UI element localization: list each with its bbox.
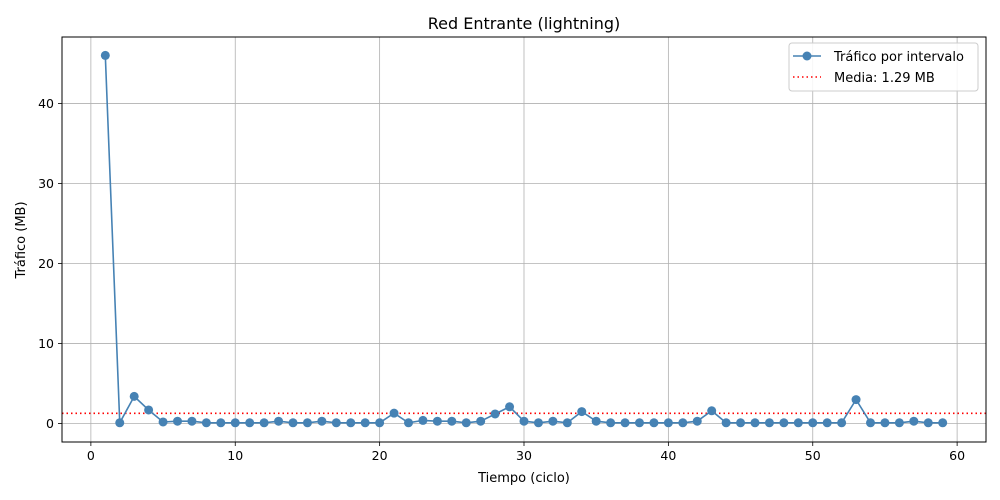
data-point: [750, 418, 760, 428]
data-point: [447, 416, 457, 426]
data-point: [620, 418, 630, 428]
data-point: [692, 416, 702, 426]
data-point: [909, 416, 919, 426]
data-point: [663, 418, 673, 428]
data-point: [519, 416, 529, 426]
data-point: [187, 416, 197, 426]
data-point: [591, 416, 601, 426]
y-axis-label: Tráfico (MB): [14, 201, 29, 279]
legend-mean-label: Media: 1.29 MB: [834, 71, 935, 86]
data-point: [144, 405, 154, 415]
data-point: [288, 418, 298, 428]
data-point: [317, 416, 327, 426]
data-point: [938, 418, 948, 428]
legend-series-marker: [802, 51, 812, 61]
data-point: [764, 418, 774, 428]
y-tick-label: 0: [46, 416, 54, 431]
data-point: [577, 407, 587, 417]
data-point: [201, 418, 211, 428]
legend-box: [788, 42, 979, 92]
data-point: [851, 395, 861, 405]
data-point: [707, 406, 717, 416]
data-point: [346, 418, 356, 428]
data-point: [100, 50, 110, 60]
data-point: [866, 418, 875, 428]
data-point: [505, 402, 515, 412]
data-point: [562, 418, 572, 428]
x-tick-label: 20: [372, 448, 388, 463]
data-point: [404, 418, 413, 428]
x-axis-ticks: 0 10 20 30 40 50 60: [87, 442, 965, 463]
x-tick-label: 60: [949, 448, 965, 463]
legend: Tráfico por intervalo Media: 1.29 MB: [788, 42, 979, 92]
data-point: [923, 418, 933, 428]
data-point: [476, 416, 486, 426]
data-point: [822, 418, 832, 428]
x-tick-label: 0: [87, 448, 95, 463]
data-point: [606, 418, 616, 428]
data-point: [389, 408, 399, 418]
x-axis-label: Tiempo (ciclo): [477, 471, 570, 486]
data-point: [649, 418, 659, 428]
data-point: [880, 418, 890, 428]
data-point: [490, 409, 500, 419]
data-point: [173, 416, 182, 426]
x-tick-label: 10: [227, 448, 243, 463]
y-tick-label: 10: [38, 336, 54, 351]
data-point: [779, 418, 789, 428]
data-point: [274, 416, 284, 426]
series-group: [100, 50, 948, 428]
data-point: [533, 418, 543, 428]
y-axis-ticks: 0 10 20 30 40: [38, 96, 62, 431]
data-point: [230, 418, 240, 428]
chart-title: Red Entrante (lightning): [428, 14, 621, 33]
data-point: [259, 418, 269, 428]
data-point: [894, 418, 904, 428]
data-point: [245, 418, 255, 428]
data-point: [635, 418, 644, 428]
data-point: [375, 418, 385, 428]
data-point: [808, 418, 818, 428]
y-tick-label: 40: [38, 96, 54, 111]
y-tick-label: 20: [38, 256, 54, 271]
x-tick-label: 30: [516, 448, 532, 463]
data-point: [793, 418, 803, 428]
data-point: [678, 418, 688, 428]
data-point: [216, 418, 226, 428]
x-tick-label: 50: [805, 448, 821, 463]
data-point: [115, 418, 125, 428]
grid: [62, 37, 986, 442]
y-tick-label: 30: [38, 176, 54, 191]
data-point: [129, 391, 139, 401]
data-point: [302, 418, 312, 428]
data-point: [736, 418, 746, 428]
data-point: [158, 417, 168, 427]
data-point: [418, 415, 428, 425]
data-point: [721, 418, 731, 428]
data-point: [837, 418, 847, 428]
x-tick-label: 40: [660, 448, 676, 463]
data-point: [331, 418, 341, 428]
data-point: [360, 418, 370, 428]
data-point: [432, 416, 442, 426]
data-point: [461, 418, 471, 428]
legend-series-label: Tráfico por intervalo: [833, 50, 964, 65]
data-point: [548, 416, 558, 426]
